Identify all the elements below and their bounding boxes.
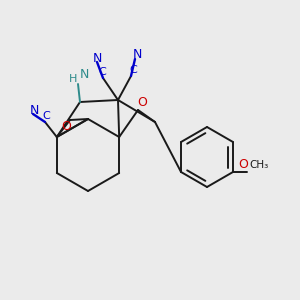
Text: CH₃: CH₃ (249, 160, 268, 170)
Text: C: C (129, 65, 137, 75)
Text: O: O (137, 97, 147, 110)
Text: O: O (61, 119, 71, 133)
Text: N: N (132, 49, 142, 62)
Text: N: N (92, 52, 102, 64)
Text: O: O (238, 158, 248, 172)
Text: H: H (69, 74, 77, 84)
Text: N: N (79, 68, 89, 82)
Text: C: C (98, 67, 106, 77)
Text: C: C (42, 111, 50, 121)
Text: N: N (29, 103, 39, 116)
